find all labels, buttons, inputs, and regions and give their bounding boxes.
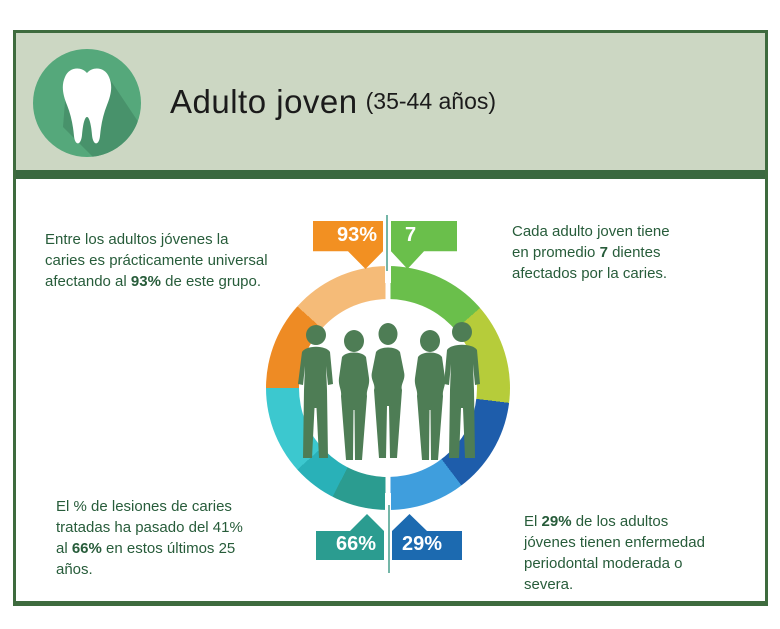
tooth-icon [33, 49, 141, 157]
badge-periodontal-value: 29% [402, 533, 443, 555]
silhouette-woman-1 [338, 330, 370, 460]
callout-text: Entre los adultos jóvenes la caries es p… [45, 231, 268, 290]
bottom-badge-divider [388, 505, 390, 573]
top-badge-divider [386, 215, 388, 271]
callout-periodontal: El 29% de los adultos jóvenes tienen enf… [524, 511, 712, 595]
badge-avg-teeth-value: 7 [405, 224, 417, 246]
callout-avg-teeth: Cada adulto joven tiene en promedio 7 di… [512, 221, 684, 284]
badge-caries-prevalence-value: 93% [336, 224, 377, 246]
page-title: Adulto joven (35-44 años) [170, 33, 496, 170]
callout-caries-prevalence: Entre los adultos jóvenes la caries es p… [45, 229, 271, 292]
title-age-range: (35-44 años) [365, 88, 497, 114]
silhouette-man-2 [444, 322, 480, 458]
callout-bold-value: 7 [599, 244, 608, 261]
callout-bold-value: 29% [541, 513, 572, 530]
content-frame: Adulto joven (35-44 años) [13, 30, 768, 606]
callout-text: de los adultos jóvenes tienen enfermedad… [524, 513, 705, 593]
badge-caries-prevalence: 93% [313, 221, 383, 269]
callout-treated-lesions: El % de lesiones de caries tratadas ha p… [56, 496, 252, 580]
callout-text: de este grupo. [160, 273, 262, 290]
title-text: Adulto joven [170, 82, 358, 120]
badge-treated-lesions-value: 66% [335, 533, 376, 555]
people-silhouettes-illustration [298, 322, 480, 460]
badge-treated-lesions: 66% [316, 514, 384, 560]
callout-text: en estos últimos 25 años. [56, 540, 236, 578]
callout-bold-value: 93% [130, 273, 161, 290]
callout-text: El % de lesiones de caries tratadas ha p… [56, 498, 243, 557]
silhouette-woman-2 [414, 330, 446, 460]
callout-text: El [524, 513, 542, 530]
header: Adulto joven (35-44 años) [16, 33, 765, 170]
badge-periodontal: 29% [392, 514, 462, 560]
callout-bold-value: 66% [71, 540, 102, 557]
callout-text: dientes afectados por la caries. [512, 244, 668, 282]
header-divider-bar [16, 170, 765, 179]
silhouette-woman-center [371, 323, 405, 458]
silhouette-man-1 [298, 325, 333, 458]
badge-avg-teeth: 7 [391, 221, 457, 269]
callout-text: Cada adulto joven tiene en promedio [512, 223, 670, 261]
